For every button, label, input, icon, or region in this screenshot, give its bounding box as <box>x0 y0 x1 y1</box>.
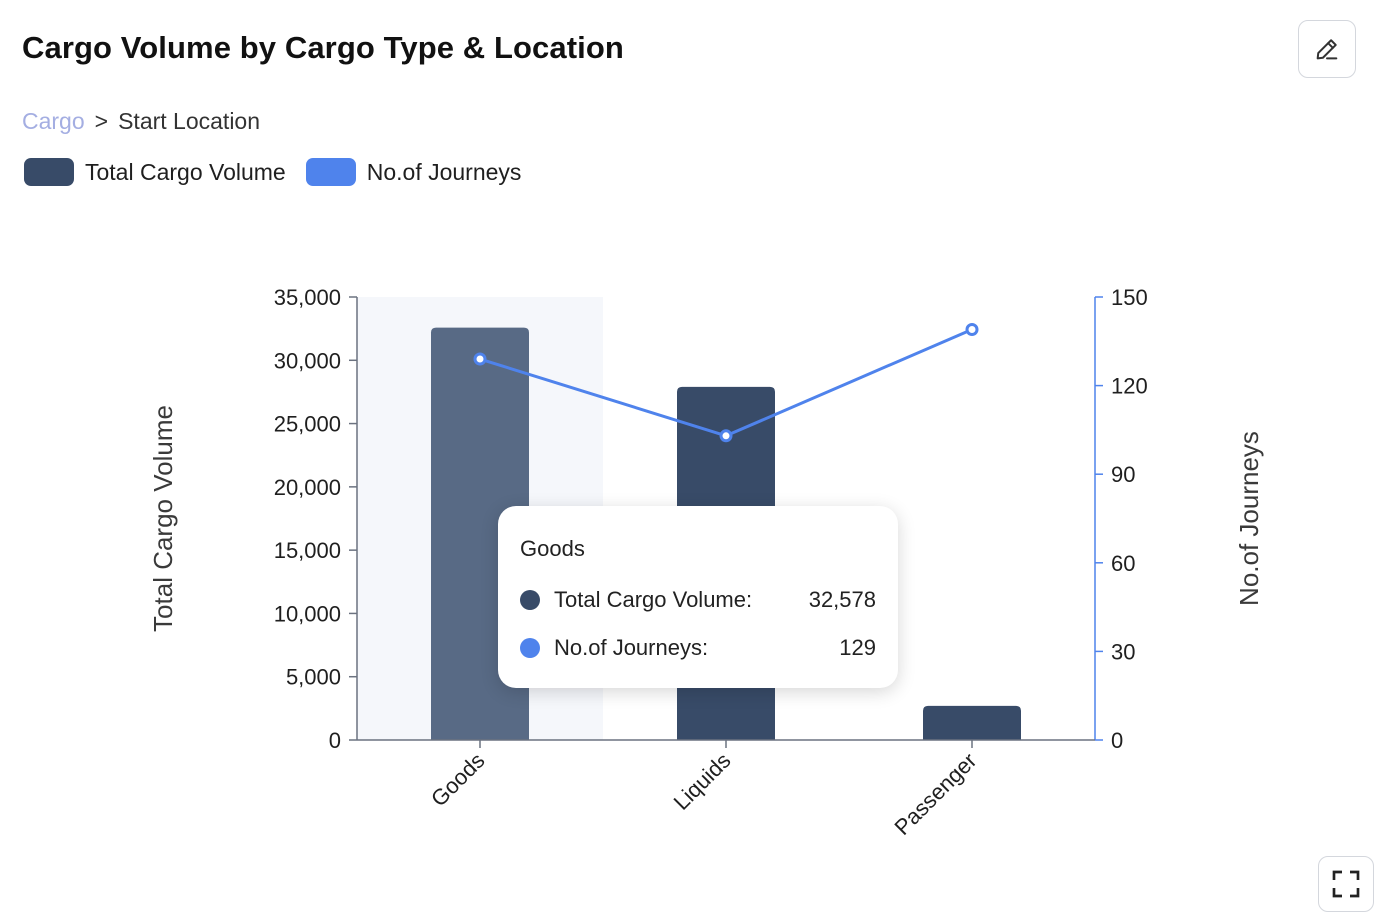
y-right-tick-label: 0 <box>1111 728 1123 753</box>
y-axis-right-label: No.of Journeys <box>1234 431 1264 606</box>
breadcrumb-current: Start Location <box>118 108 261 134</box>
legend-item-total-cargo-volume[interactable]: Total Cargo Volume <box>24 158 286 186</box>
y-right-tick-label: 150 <box>1111 285 1148 310</box>
breadcrumb: Cargo > Start Location <box>22 108 260 135</box>
fullscreen-button[interactable] <box>1318 856 1374 912</box>
fullscreen-icon <box>1332 870 1360 898</box>
tooltip-value: 32,578 <box>808 587 876 612</box>
y-left-tick-label: 15,000 <box>274 538 341 563</box>
legend-item-no-of-journeys[interactable]: No.of Journeys <box>305 158 522 186</box>
tooltip-label: Total Cargo Volume: <box>554 587 753 612</box>
line-point-passenger <box>965 322 979 336</box>
y-left-tick-label: 5,000 <box>286 665 341 690</box>
x-tick-label: Goods <box>426 748 490 812</box>
bar-passenger <box>923 705 1021 740</box>
tooltip-dot <box>520 590 540 610</box>
y-right-tick-label: 30 <box>1111 639 1135 664</box>
line-point-goods <box>473 352 487 366</box>
y-left-tick-label: 0 <box>329 728 341 753</box>
y-left-tick-label: 10,000 <box>274 601 341 626</box>
y-right-tick-label: 120 <box>1111 374 1148 399</box>
y-left-tick-label: 25,000 <box>274 412 341 437</box>
chart-tooltip: Goods Total Cargo Volume: 32,578 No.of J… <box>498 506 898 688</box>
pencil-icon <box>1316 39 1338 60</box>
tooltip-title: Goods <box>520 536 585 561</box>
edit-button[interactable] <box>1298 20 1356 78</box>
breadcrumb-link-cargo[interactable]: Cargo <box>22 108 85 134</box>
y-left-tick-label: 20,000 <box>274 475 341 500</box>
y-right-tick-label: 90 <box>1111 462 1135 487</box>
tooltip-dot <box>520 638 540 658</box>
x-tick-label: Liquids <box>669 748 736 815</box>
tooltip-row-no-of-journeys: No.of Journeys: 129 <box>520 624 876 672</box>
x-tick-label: Passenger <box>889 748 981 840</box>
y-axis-left-label: Total Cargo Volume <box>148 405 178 632</box>
chart-title: Cargo Volume by Cargo Type & Location <box>22 30 624 65</box>
y-left-tick-label: 35,000 <box>274 285 341 310</box>
tooltip-label: No.of Journeys: <box>554 635 709 660</box>
legend-swatch-line <box>305 158 356 186</box>
tooltip-row-total-cargo-volume: Total Cargo Volume: 32,578 <box>520 576 876 624</box>
chart-legend: Total Cargo Volume No.of Journeys <box>24 158 541 186</box>
y-right-tick-label: 60 <box>1111 551 1135 576</box>
tooltip-value: 129 <box>839 635 876 660</box>
legend-swatch-bar <box>24 158 74 186</box>
line-point-liquids <box>719 429 733 443</box>
breadcrumb-separator: > <box>94 108 109 134</box>
legend-label: Total Cargo Volume <box>85 158 286 185</box>
legend-label: No.of Journeys <box>366 158 522 185</box>
y-left-tick-label: 30,000 <box>274 348 341 373</box>
